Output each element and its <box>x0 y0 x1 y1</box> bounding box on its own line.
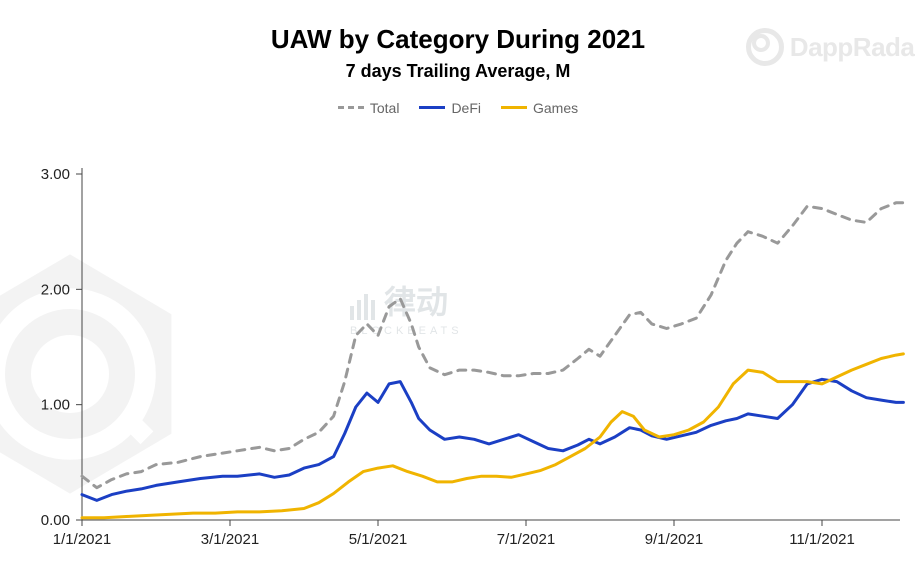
series-total <box>82 203 903 488</box>
legend-label: Games <box>533 100 578 116</box>
legend: Total DeFi Games <box>0 96 916 116</box>
dappradar-watermark-text: DappRadar <box>790 32 916 63</box>
x-tick-label: 3/1/2021 <box>201 531 259 548</box>
y-tick-label: 0.00 <box>41 512 70 529</box>
chart-area: 0.001.002.003.001/1/20213/1/20215/1/2021… <box>20 174 900 560</box>
legend-label: Total <box>370 100 400 116</box>
y-tick-label: 2.00 <box>41 281 70 298</box>
x-tick-label: 11/1/2021 <box>789 531 855 548</box>
y-tick-label: 3.00 <box>41 166 70 183</box>
series-defi <box>82 379 903 500</box>
legend-item-games: Games <box>501 100 578 116</box>
dappradar-watermark: DappRadar <box>746 28 916 66</box>
axes: 0.00 1.00 2.00 3.00 1/1/2021 3/1/2021 5/1/2021… <box>41 166 900 548</box>
target-icon <box>746 28 784 66</box>
legend-swatch <box>419 106 445 109</box>
line-chart: 0.001.002.003.001/1/20213/1/20215/1/2021… <box>20 174 900 560</box>
x-tick-label: 7/1/2021 <box>497 531 555 548</box>
x-tick-label: 1/1/2021 <box>53 531 111 548</box>
legend-item-total: Total <box>338 100 400 116</box>
y-tick-label: 1.00 <box>41 397 70 414</box>
series-games <box>82 354 903 518</box>
legend-item-defi: DeFi <box>419 100 481 116</box>
legend-swatch <box>501 106 527 109</box>
legend-label: DeFi <box>451 100 481 116</box>
x-tick-label: 9/1/2021 <box>645 531 703 548</box>
legend-swatch <box>338 106 364 109</box>
x-tick-label: 5/1/2021 <box>349 531 407 548</box>
